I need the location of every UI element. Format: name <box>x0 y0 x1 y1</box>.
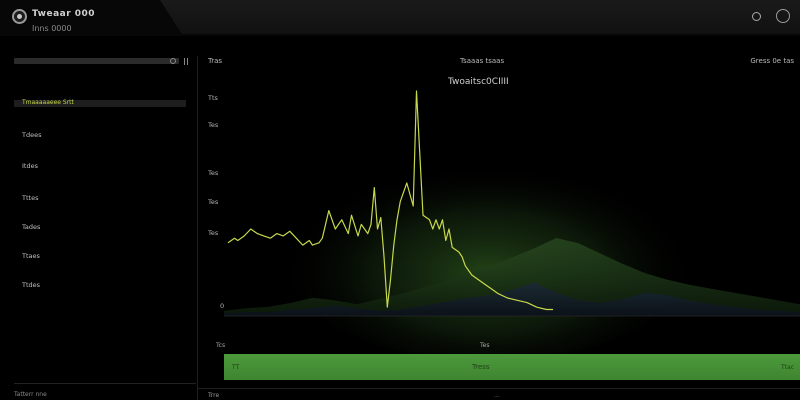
progress-axis-mid: Tes <box>480 342 490 349</box>
app-subtitle: Inns 0000 <box>32 24 72 33</box>
main-center-label: Tsaaas tsaas <box>460 57 505 65</box>
y-tick-label: Tes <box>207 169 219 177</box>
search-icon[interactable] <box>170 58 176 64</box>
sidebar: Tmaaaaaeee Srtt Tdees Itdes Tttes Tades … <box>0 36 196 400</box>
main-right-label[interactable]: Gress 0e tas <box>750 57 794 65</box>
chart-title: Twoaitsc0CIIII <box>447 77 509 87</box>
main-left-label: Tras <box>208 57 223 65</box>
chart: Twoaitsc0CIIII Tts Tes Tes Tes Tes 0 <box>207 77 800 361</box>
y-tick-label: Tes <box>207 229 219 237</box>
y-tick-label: Tes <box>207 198 219 206</box>
progress-start-label: TT <box>232 364 240 371</box>
avatar[interactable] <box>776 9 790 23</box>
app-title: Tweaar 000 <box>32 9 96 19</box>
sidebar-item[interactable]: Tttes <box>22 194 39 202</box>
search-icon[interactable] <box>750 10 762 22</box>
series-line-1 <box>227 90 553 311</box>
app-header: Tweaar 000 Inns 0000 <box>0 0 800 36</box>
filter-icon[interactable] <box>184 58 188 65</box>
area-glow <box>278 141 698 361</box>
y-axis: Tts Tes Tes Tes Tes 0 <box>207 94 224 310</box>
progress-label: Tress <box>472 363 490 371</box>
sidebar-item[interactable]: Ttdes <box>22 281 41 289</box>
series-line-group <box>227 90 553 311</box>
progress-bar[interactable]: TT Tress Ttac <box>224 354 800 380</box>
sidebar-search-input[interactable] <box>14 58 179 64</box>
panel-divider <box>197 56 198 400</box>
bottom-left-label[interactable]: Trre <box>208 392 220 399</box>
sidebar-item[interactable]: Tdees <box>22 131 42 139</box>
sidebar-item-active-label: Tmaaaaaeee Srtt <box>22 99 74 106</box>
sidebar-item[interactable]: Itdes <box>22 162 38 170</box>
sidebar-footer-label[interactable]: Tatterr nne <box>14 391 47 398</box>
sidebar-item[interactable]: Tades <box>22 223 41 231</box>
app-logo-icon[interactable] <box>12 9 27 24</box>
sidebar-item[interactable]: Ttaes <box>22 252 40 260</box>
header-panel <box>160 0 800 34</box>
progress-fill <box>224 354 800 380</box>
y-tick-label: 0 <box>220 302 224 310</box>
main-panel: Tras Tsaaas tsaas Gress 0e tas Twoaitsc0… <box>198 36 800 400</box>
bottom-divider <box>198 388 800 389</box>
y-tick-label: Tes <box>207 121 219 129</box>
bottom-mid-label: ... <box>494 392 500 399</box>
sidebar-item-active[interactable] <box>14 100 186 107</box>
progress-end-label: Ttac <box>781 364 794 371</box>
progress-axis-left: Tcs <box>216 342 226 349</box>
y-tick-label: Tts <box>207 94 219 102</box>
sidebar-footer-divider <box>14 383 196 384</box>
